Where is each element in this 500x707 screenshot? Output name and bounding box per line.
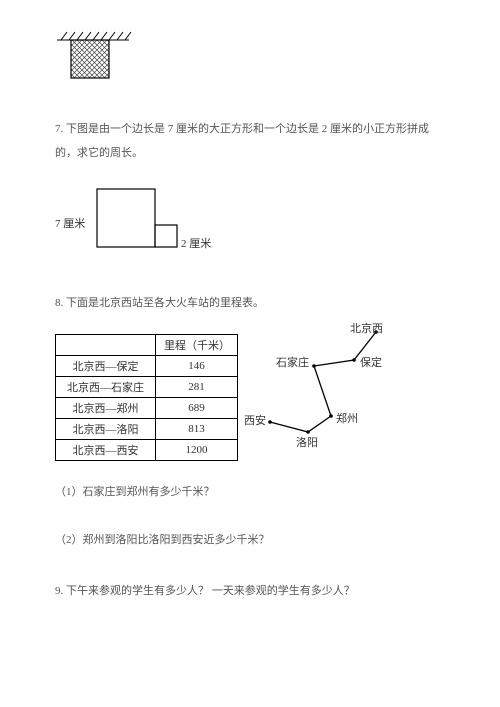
cell-route: 北京西—保定 bbox=[56, 355, 156, 376]
question-8-sub2: （2）郑州到洛阳比洛阳到西安近多少千米？ bbox=[55, 531, 445, 547]
table-row: 北京西—石家庄 281 bbox=[56, 376, 238, 397]
question-7-text: 7. 下图是由一个边长是 7 厘米的大正方形和一个边长是 2 厘米的小正方形拼成… bbox=[55, 117, 445, 165]
city-shijiazhuang: 石家庄 bbox=[276, 354, 309, 370]
cell-km: 1200 bbox=[156, 439, 238, 460]
city-zhengzhou: 郑州 bbox=[336, 410, 358, 426]
city-luoyang: 洛阳 bbox=[296, 434, 318, 450]
figure-two-squares: 7 厘米 2 厘米 bbox=[55, 183, 445, 263]
label-7cm: 7 厘米 bbox=[55, 215, 85, 231]
cell-km: 281 bbox=[156, 376, 238, 397]
table-row: 北京西—保定 146 bbox=[56, 355, 238, 376]
cell-km: 689 bbox=[156, 397, 238, 418]
question-9-text: 9. 下午来参观的学生有多少人？ 一天来参观的学生有多少人？ bbox=[55, 579, 445, 603]
table-header-row: 里程（千米） bbox=[56, 334, 238, 355]
header-blank bbox=[56, 334, 156, 355]
table-row: 北京西—洛阳 813 bbox=[56, 418, 238, 439]
header-distance: 里程（千米） bbox=[156, 334, 238, 355]
question-8-text: 8. 下面是北京西站至各大火车站的里程表。 bbox=[55, 291, 445, 315]
cell-km: 146 bbox=[156, 355, 238, 376]
cell-route: 北京西—洛阳 bbox=[56, 418, 156, 439]
cell-route: 北京西—西安 bbox=[56, 439, 156, 460]
table-row: 北京西—郑州 689 bbox=[56, 397, 238, 418]
city-xian: 西安 bbox=[244, 412, 266, 428]
city-baoding: 保定 bbox=[360, 354, 382, 370]
table-row: 北京西—西安 1200 bbox=[56, 439, 238, 460]
route-map: 北京西 保定 石家庄 郑州 洛阳 西安 bbox=[248, 324, 388, 454]
question-8-sub1: （1）石家庄到郑州有多少千米？ bbox=[55, 483, 445, 499]
figure-table-and-map: 里程（千米） 北京西—保定 146 北京西—石家庄 281 北京西—郑州 689… bbox=[55, 334, 445, 461]
label-2cm: 2 厘米 bbox=[181, 235, 211, 251]
city-beijingxi: 北京西 bbox=[350, 320, 383, 336]
figure-hanging-square bbox=[57, 30, 445, 89]
hanging-square-svg bbox=[57, 30, 137, 86]
cell-route: 北京西—郑州 bbox=[56, 397, 156, 418]
distance-table: 里程（千米） 北京西—保定 146 北京西—石家庄 281 北京西—郑州 689… bbox=[55, 334, 238, 461]
cell-km: 813 bbox=[156, 418, 238, 439]
route-map-svg bbox=[248, 324, 388, 454]
cell-route: 北京西—石家庄 bbox=[56, 376, 156, 397]
